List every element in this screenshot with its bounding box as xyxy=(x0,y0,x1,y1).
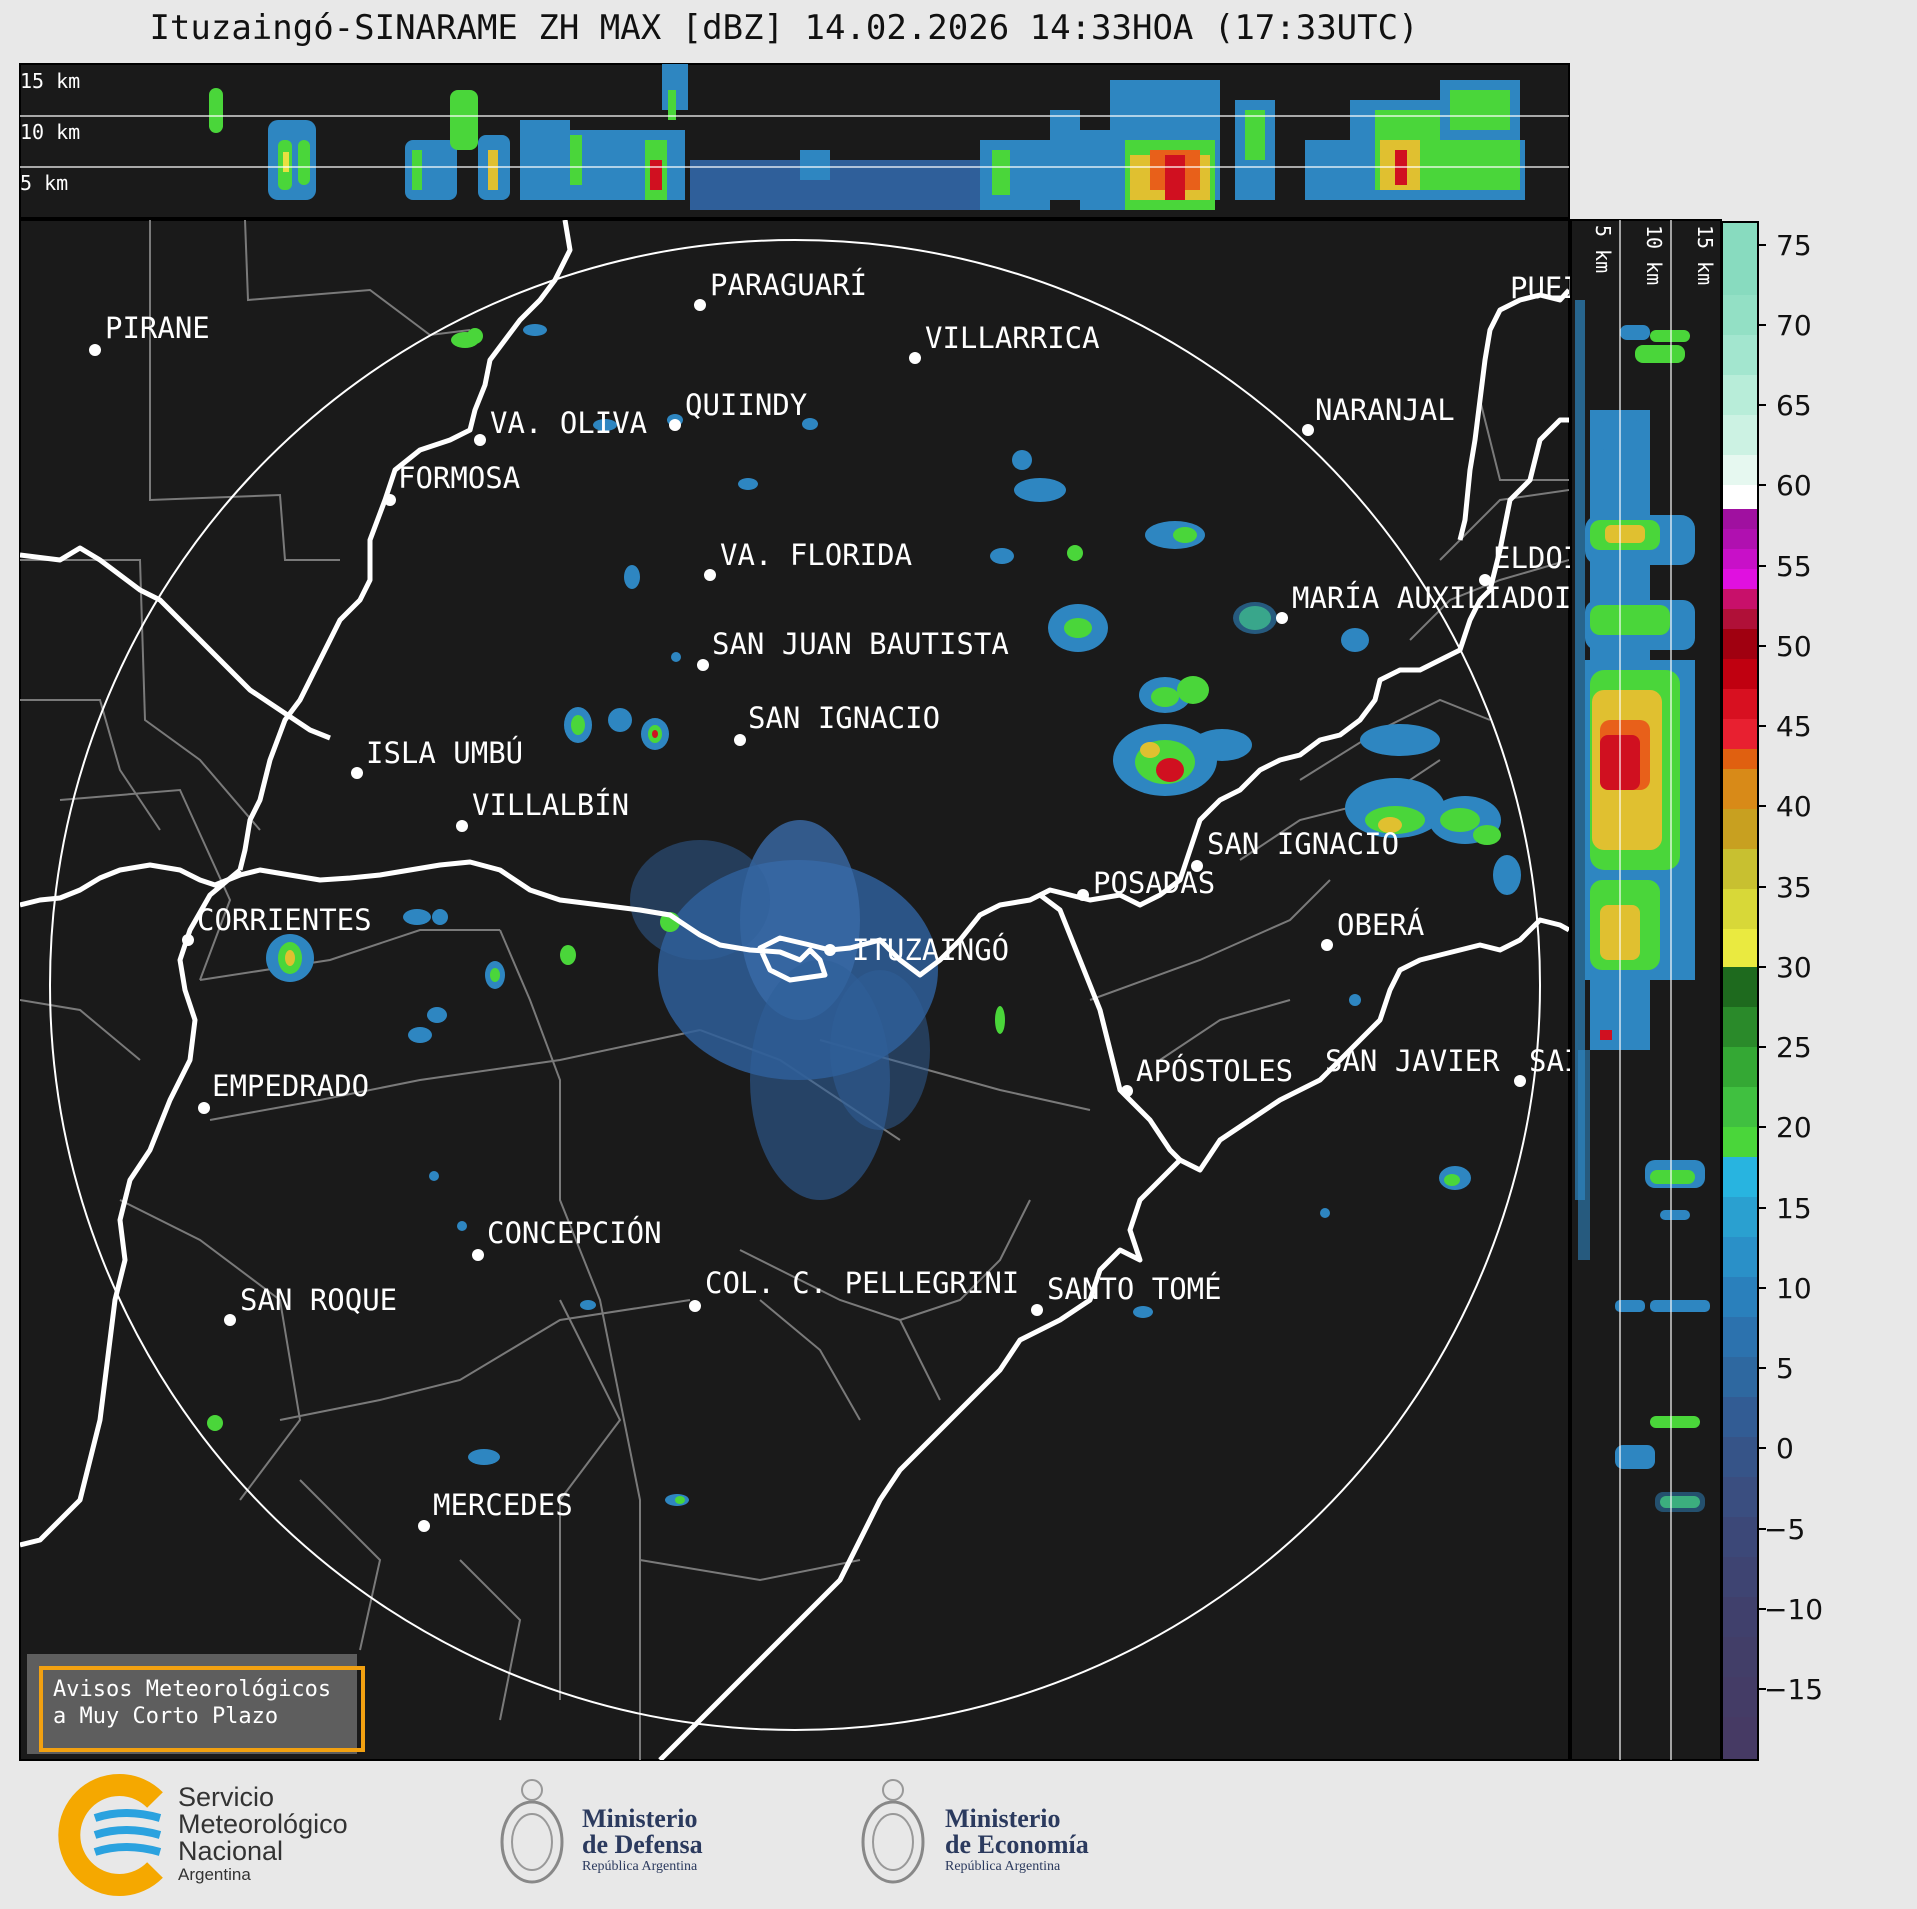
city-labels: PIRANE PARAGUARÍ VILLARRICA QUIINDY VA. … xyxy=(105,268,1581,1522)
top-echo-layer xyxy=(209,64,1525,210)
label-quiindy: QUIINDY xyxy=(685,388,807,422)
label-col-pellegrini: COL. C. PELLEGRINI xyxy=(705,1266,1019,1300)
cbar-tick-10: 10 xyxy=(1776,1272,1812,1305)
side-label-5km: 5 km xyxy=(1591,225,1615,273)
cbar-tick-45: 45 xyxy=(1776,710,1812,743)
economia-text-3: República Argentina xyxy=(945,1859,1061,1874)
top-cross-section-panel: 15 km 10 km 5 km xyxy=(19,63,1570,219)
label-paraguari: PARAGUARÍ xyxy=(710,268,867,302)
label-san-ignacio-py: SAN IGNACIO xyxy=(748,701,940,735)
smn-text-1: Servicio xyxy=(178,1782,275,1812)
label-villalbin: VILLALBÍN xyxy=(472,788,629,822)
cbar-tick-65: 65 xyxy=(1776,389,1812,422)
cbar-tick-55: 55 xyxy=(1776,550,1812,583)
top-label-5km: 5 km xyxy=(20,171,68,195)
cbar-tick-minus5: −5 xyxy=(1764,1513,1805,1546)
label-maria-auxiliadora: MARÍA AUXILIADOI xyxy=(1292,581,1571,615)
cbar-tick-35: 35 xyxy=(1776,871,1812,904)
defensa-text-1: Ministerio xyxy=(582,1804,698,1833)
label-posadas: POSADAS xyxy=(1093,866,1215,900)
cbar-tick-40: 40 xyxy=(1776,790,1812,823)
cbar-tick-30: 30 xyxy=(1776,951,1812,984)
economia-text-1: Ministerio xyxy=(945,1804,1061,1833)
label-empedrado: EMPEDRADO xyxy=(212,1069,369,1103)
label-ituzaingo: ITUZAINGÓ xyxy=(852,933,1009,967)
label-pirane: PIRANE xyxy=(105,311,210,345)
label-isla-umbu: ISLA UMBÚ xyxy=(366,736,523,770)
cbar-tick-0: 0 xyxy=(1776,1432,1794,1465)
side-label-15km: 15 km xyxy=(1693,225,1717,285)
defensa-logo-text: Ministerio de Defensa República Argentin… xyxy=(582,1806,703,1876)
label-eldorado: ELDOI xyxy=(1493,541,1580,575)
cbar-tick-75: 75 xyxy=(1776,229,1812,262)
top-label-15km: 15 km xyxy=(20,69,80,93)
warning-line2: a Muy Corto Plazo xyxy=(53,1704,279,1729)
cbar-tick-60: 60 xyxy=(1776,469,1812,502)
economia-text-2: de Economía xyxy=(945,1830,1089,1859)
label-san-ignacio-ar: SAN IGNACIO xyxy=(1207,827,1399,861)
city-markers xyxy=(89,299,1526,1532)
smn-logo-text: Servicio Meteorológico Nacional Argentin… xyxy=(178,1784,348,1885)
defensa-seal-icon xyxy=(500,1779,564,1884)
label-villarrica: VILLARRICA xyxy=(925,321,1100,355)
label-formosa: FORMOSA xyxy=(398,461,520,495)
cbar-tick-50: 50 xyxy=(1776,630,1812,663)
label-san-javier: SAN JAVIER xyxy=(1325,1044,1500,1078)
smn-text-4: Argentina xyxy=(178,1865,251,1884)
cbar-tick-70: 70 xyxy=(1776,309,1812,342)
defensa-text-3: República Argentina xyxy=(582,1859,698,1874)
label-va-oliva: VA. OLIVA xyxy=(490,406,647,440)
label-obera: OBERÁ xyxy=(1337,908,1424,942)
storm-cells xyxy=(207,324,1521,1506)
range-ring xyxy=(49,239,1541,1731)
side-label-10km: 10 km xyxy=(1642,225,1666,285)
side-cross-section-panel: 5 km 10 km 15 km xyxy=(1570,219,1722,1761)
cbar-tick-25: 25 xyxy=(1776,1031,1812,1064)
smn-text-3: Nacional xyxy=(178,1836,284,1866)
warning-line1: Avisos Meteorológicos xyxy=(53,1677,332,1702)
top-label-10km: 10 km xyxy=(20,120,80,144)
label-mercedes: MERCEDES xyxy=(433,1488,573,1522)
label-san-roque: SAN ROQUE xyxy=(240,1283,397,1317)
cbar-tick-15: 15 xyxy=(1776,1192,1812,1225)
warning-box: Avisos Meteorológicos a Muy Corto Plazo xyxy=(27,1654,365,1754)
smn-text-2: Meteorológico xyxy=(178,1809,348,1839)
label-apostoles: APÓSTOLES xyxy=(1136,1054,1293,1088)
cbar-tick-minus15: −15 xyxy=(1764,1673,1823,1706)
cbar-tick-minus10: −10 xyxy=(1764,1593,1823,1626)
label-corrientes: CORRIENTES xyxy=(197,903,372,937)
economia-logo-text: Ministerio de Economía República Argenti… xyxy=(945,1806,1089,1876)
radar-map: PIRANE PARAGUARÍ VILLARRICA QUIINDY VA. … xyxy=(19,219,1581,1761)
label-concepcion: CONCEPCIÓN xyxy=(487,1216,662,1250)
defensa-text-2: de Defensa xyxy=(582,1830,703,1859)
cbar-tick-20: 20 xyxy=(1776,1111,1812,1144)
economia-seal-icon xyxy=(861,1779,925,1884)
smn-logo xyxy=(58,1774,163,1896)
chart-title: Ituzaingó-SINARAME ZH MAX [dBZ] 14.02.20… xyxy=(149,8,1419,48)
label-puerto: PUEI xyxy=(1510,271,1580,305)
smn-logo-icon xyxy=(58,1774,163,1896)
label-va-florida: VA. FLORIDA xyxy=(720,538,912,572)
cbar-tick-5: 5 xyxy=(1776,1352,1794,1385)
label-santo-tome: SANTO TOMÉ xyxy=(1047,1272,1222,1306)
colorbar: 75 70 65 60 55 50 45 40 35 30 25 20 15 1… xyxy=(1721,221,1823,1761)
label-naranjal: NARANJAL xyxy=(1315,393,1455,427)
river-lines xyxy=(20,220,1569,1760)
label-san-juan-bautista: SAN JUAN BAUTISTA xyxy=(712,627,1009,661)
